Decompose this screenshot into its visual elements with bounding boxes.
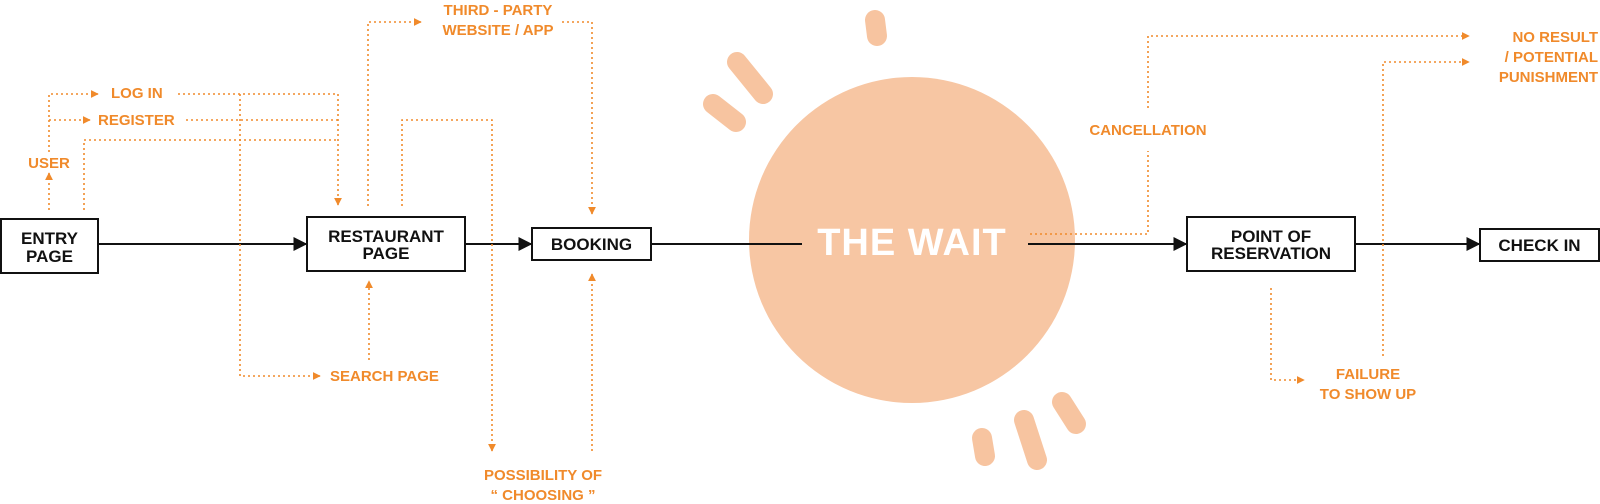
entry-page-node: ENTRY PAGE [0, 218, 99, 274]
possibility-label-line1: POSSIBILITY OF [484, 467, 602, 484]
check-in-label: CHECK IN [1498, 236, 1580, 255]
third-party-label-line1: THIRD - PARTY [444, 2, 553, 19]
point-of-reservation-label-line1: POINT OF [1231, 227, 1311, 246]
no-result-label-line2: / POTENTIAL [1505, 49, 1598, 66]
login-label: LOG IN [111, 85, 163, 102]
restaurant-page-label-line1: RESTAURANT [328, 227, 444, 246]
entry-page-label-line2: PAGE [26, 247, 73, 266]
restaurant-page-label-line2: PAGE [363, 244, 410, 263]
point-of-reservation-label-line2: RESERVATION [1211, 244, 1331, 263]
no-result-label-line3: PUNISHMENT [1499, 69, 1598, 86]
user-label: USER [28, 155, 70, 172]
register-label: REGISTER [98, 112, 175, 129]
cancellation-label: CANCELLATION [1089, 122, 1206, 139]
the-wait-label: THE WAIT [817, 222, 1007, 264]
search-page-label: SEARCH PAGE [330, 368, 439, 385]
third-party-label-line2: WEBSITE / APP [442, 22, 553, 39]
point-of-reservation-node: POINT OF RESERVATION [1186, 216, 1356, 272]
booking-label: BOOKING [551, 235, 632, 254]
entry-page-label-line1: ENTRY [21, 229, 79, 248]
failure-label-line2: TO SHOW UP [1320, 386, 1416, 403]
wait-circle [749, 77, 1075, 403]
sun-rays-decoration [703, 10, 1086, 470]
secondary-flow-connectors [45, 18, 1470, 452]
check-in-node: CHECK IN [1479, 228, 1600, 262]
possibility-label-line2: “ CHOOSING ” [490, 487, 595, 504]
booking-node: BOOKING [531, 227, 652, 261]
restaurant-page-node: RESTAURANT PAGE [306, 216, 466, 272]
failure-label-line1: FAILURE [1336, 366, 1400, 383]
no-result-label-line1: NO RESULT [1512, 29, 1598, 46]
